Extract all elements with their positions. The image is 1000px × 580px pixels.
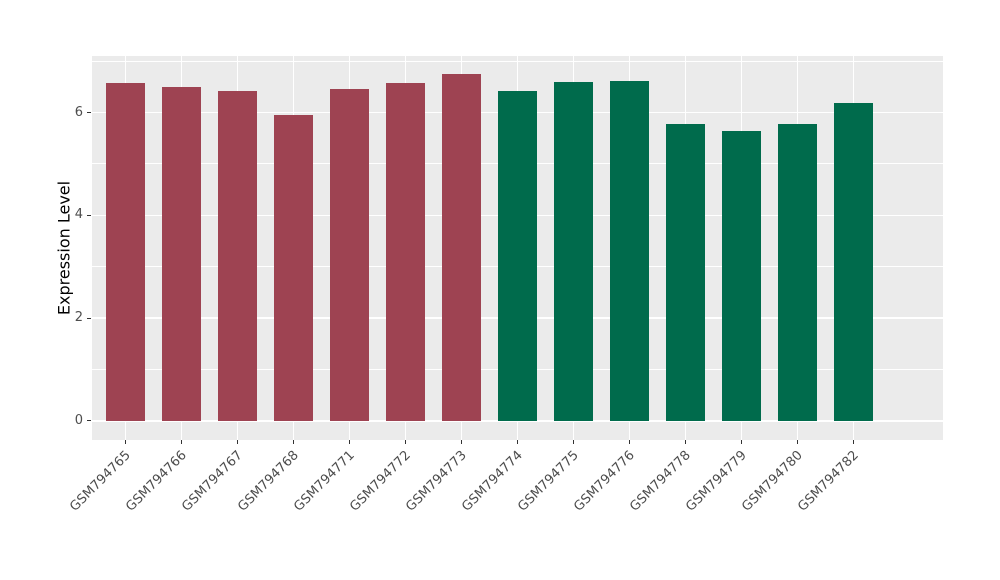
bar-GSM794772 xyxy=(386,83,426,421)
x-tick-mark xyxy=(461,440,462,444)
y-tick-mark xyxy=(87,420,91,422)
plot-panel xyxy=(92,56,943,440)
bar-GSM794774 xyxy=(498,91,537,421)
x-tick-mark xyxy=(740,440,742,444)
bar-GSM794776 xyxy=(609,80,649,421)
y-tick-label: 6 xyxy=(74,104,83,120)
x-tick-mark xyxy=(181,440,183,444)
x-tick-mark xyxy=(125,440,127,444)
x-tick-mark xyxy=(405,440,407,444)
x-tick-mark xyxy=(628,440,630,444)
x-tick-mark xyxy=(796,440,798,444)
bar-GSM794768 xyxy=(274,115,314,421)
x-tick-mark xyxy=(517,440,518,444)
bar-GSM794766 xyxy=(162,86,202,421)
y-tick-label: 4 xyxy=(74,207,83,223)
x-tick-mark xyxy=(684,440,686,444)
y-axis-title: Expression Level xyxy=(54,180,74,316)
x-tick-mark xyxy=(572,440,574,444)
y-tick-mark xyxy=(87,214,91,216)
bar-GSM794779 xyxy=(721,130,761,421)
y-tick-mark xyxy=(87,317,91,319)
bar-GSM794780 xyxy=(777,124,817,421)
bar-GSM794778 xyxy=(665,123,705,421)
bar-GSM794767 xyxy=(218,90,258,421)
bar-GSM794782 xyxy=(833,103,873,421)
y-tick-label: 2 xyxy=(74,310,83,326)
bar-GSM794773 xyxy=(442,73,481,421)
bar-GSM794765 xyxy=(106,82,146,421)
x-tick-mark xyxy=(349,440,351,444)
bar-GSM794775 xyxy=(553,82,593,421)
y-tick-label: 0 xyxy=(74,412,83,428)
x-tick-mark xyxy=(237,440,239,444)
x-tick-mark xyxy=(852,440,854,444)
bar-GSM794771 xyxy=(330,89,370,421)
x-tick-mark xyxy=(293,440,295,444)
y-tick-mark xyxy=(87,112,91,114)
